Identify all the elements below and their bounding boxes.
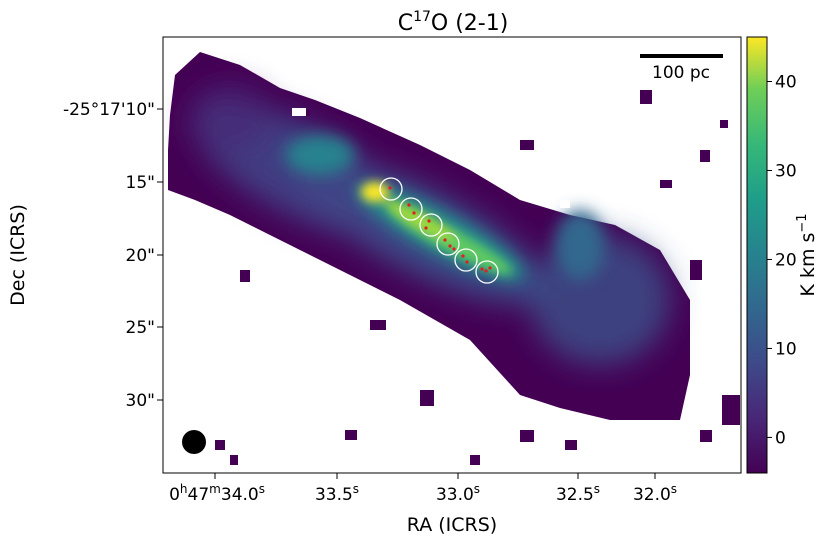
aperture-circles <box>379 177 499 284</box>
aperture-circle <box>436 232 460 256</box>
y-tick-label-0: -25°17'10" <box>63 100 155 120</box>
source-marker <box>427 219 431 223</box>
aperture-circle <box>454 248 478 272</box>
source-marker <box>452 247 456 251</box>
y-axis-label: Dec (ICRS) <box>7 204 29 306</box>
aperture-circle <box>379 177 403 201</box>
source-marker <box>480 267 484 271</box>
aperture-circle <box>419 213 443 237</box>
chart-title: C17O (2-1) <box>398 9 509 36</box>
source-marker <box>412 211 416 215</box>
y-axis-ticks <box>157 108 163 401</box>
x-tick-label-1: 33.5s <box>315 482 359 505</box>
x-axis-label: RA (ICRS) <box>407 514 497 536</box>
aperture-circle <box>399 197 423 221</box>
colorbar-tick-label: 20 <box>775 250 797 270</box>
source-marker <box>448 244 452 248</box>
x-tick-label-0: 0h47m34.0s <box>169 482 265 505</box>
source-marker <box>488 266 492 270</box>
colorbar-tick-label: 40 <box>775 72 797 92</box>
colorbar-tick-label: 30 <box>775 161 797 181</box>
source-marker <box>407 203 411 207</box>
source-marker <box>443 238 447 242</box>
source-marker <box>388 186 392 190</box>
source-markers <box>388 186 492 273</box>
scale-bar-label: 100 pc <box>652 63 710 83</box>
colorbar-tick-label: 0 <box>775 428 786 448</box>
colorbar <box>746 36 768 474</box>
y-tick-label-2: 20" <box>126 246 155 266</box>
x-axis-ticks <box>214 473 656 479</box>
source-marker <box>484 269 488 273</box>
colorbar-label: K km s−1 <box>795 213 819 296</box>
source-marker <box>424 226 428 230</box>
colorbar-tick-label: 10 <box>775 339 797 359</box>
x-tick-label-2: 33.0s <box>436 482 480 505</box>
y-tick-label-1: 15" <box>126 173 155 193</box>
y-tick-label-4: 30" <box>126 391 155 411</box>
source-marker <box>461 254 465 258</box>
map-image <box>163 37 741 473</box>
beam-ellipse <box>182 430 206 454</box>
x-tick-label-4: 32.0s <box>633 482 677 505</box>
x-tick-label-3: 32.5s <box>556 482 600 505</box>
colorbar-ticks: 0 10 20 30 40 <box>767 72 797 448</box>
aperture-circle <box>475 260 499 284</box>
y-tick-label-3: 25" <box>126 318 155 338</box>
source-marker <box>465 260 469 264</box>
